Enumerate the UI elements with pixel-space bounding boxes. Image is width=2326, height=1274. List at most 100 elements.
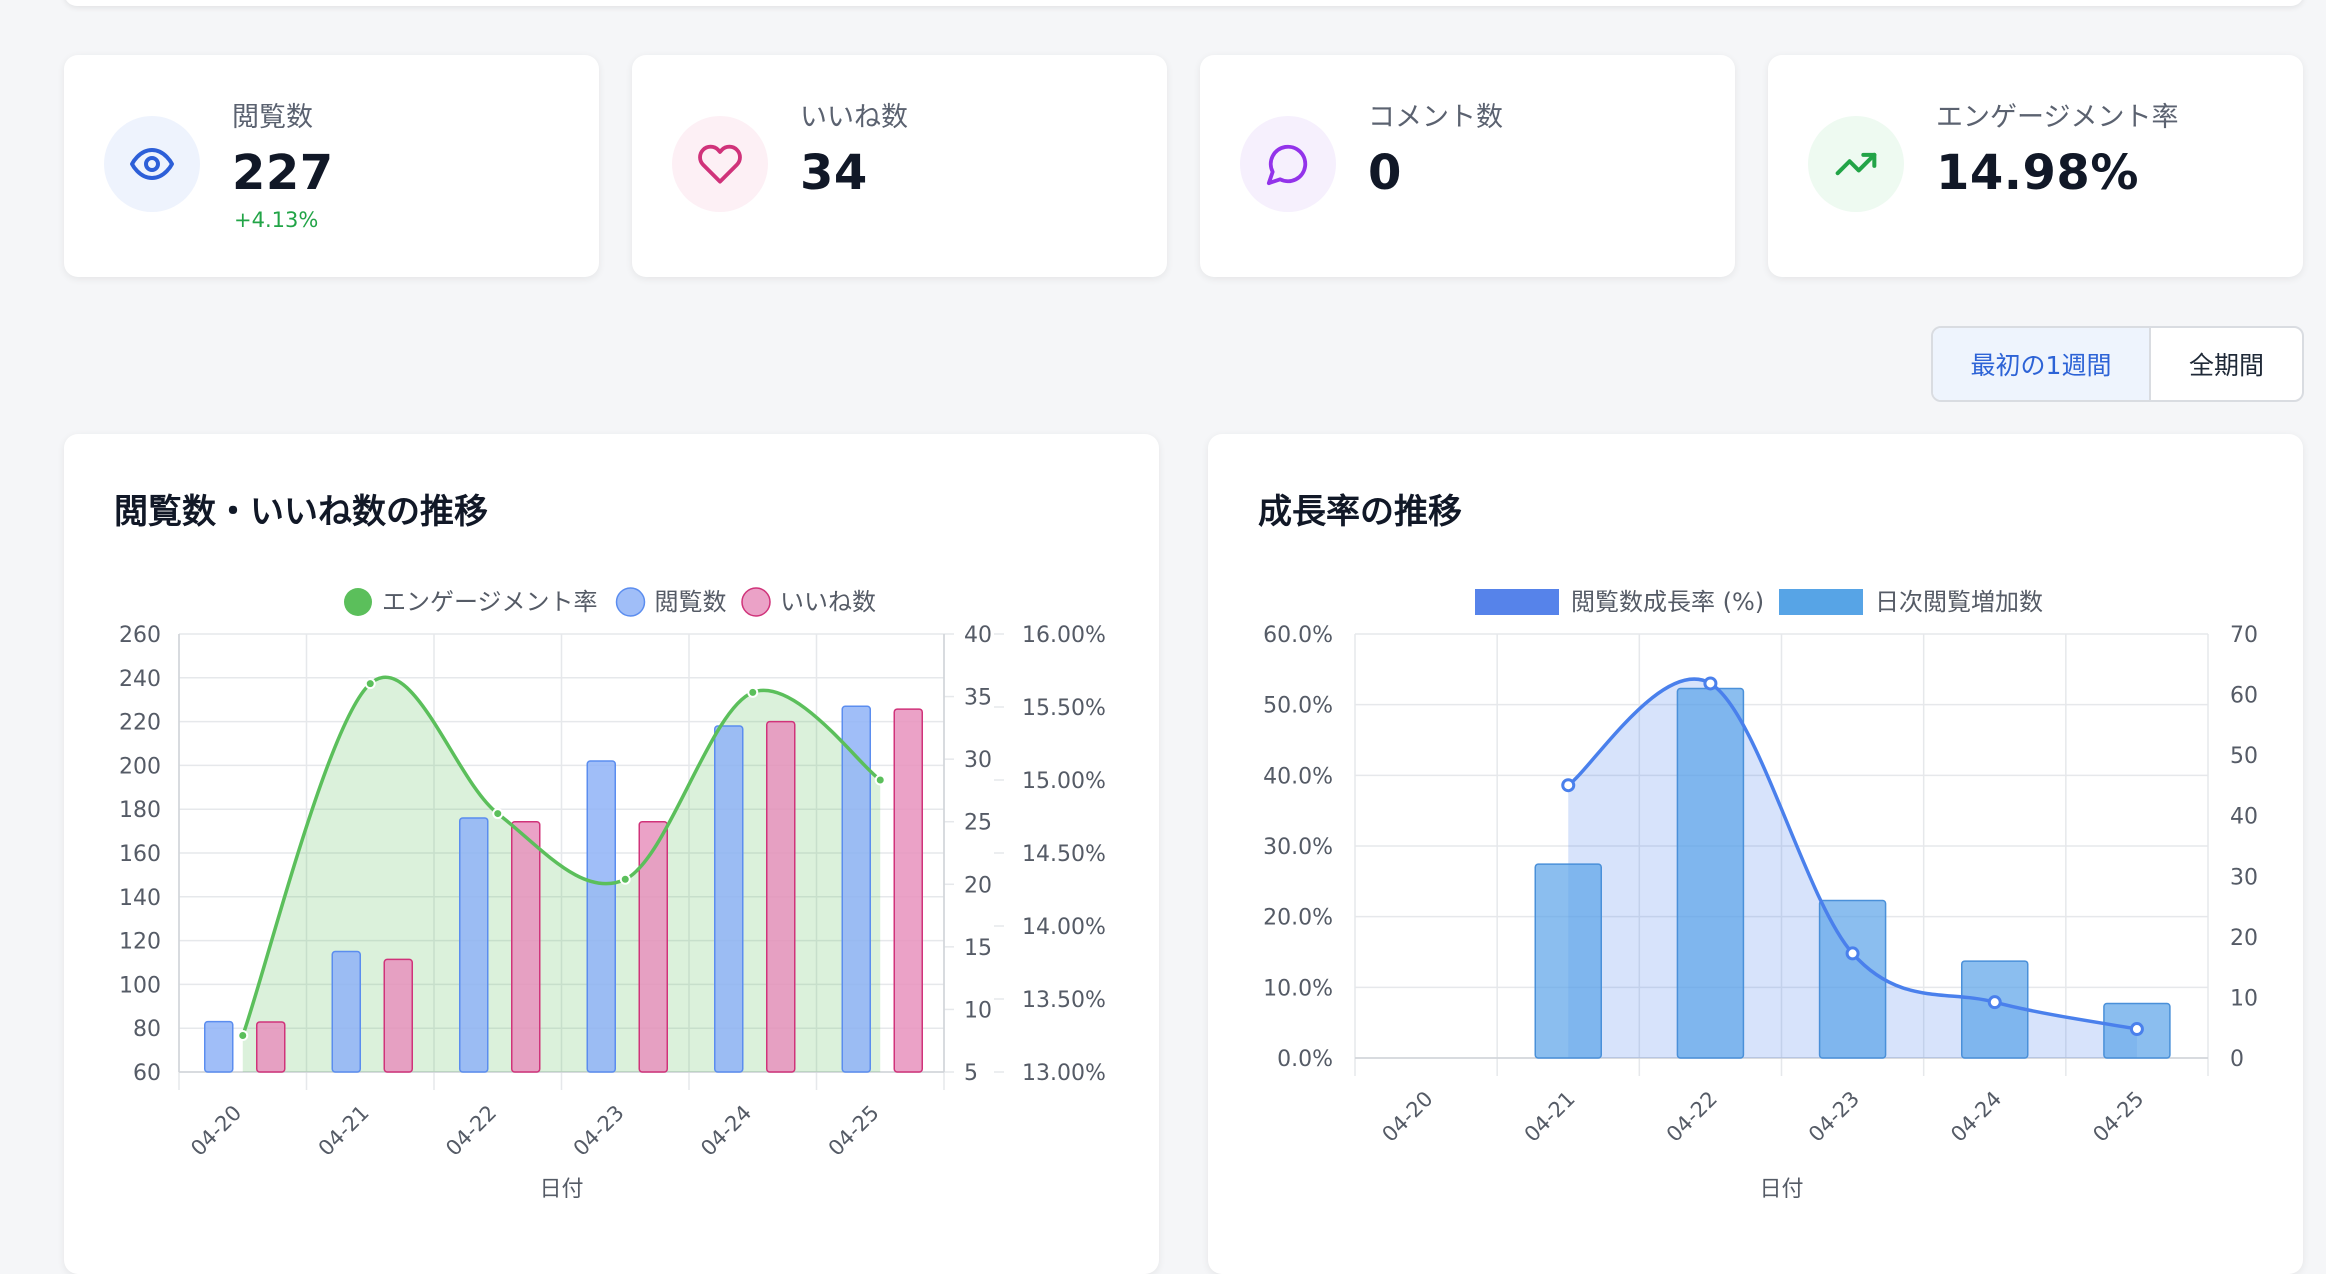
stat-value: 34 bbox=[800, 145, 868, 201]
legend-marker bbox=[741, 587, 771, 617]
y-tick-left: 260 bbox=[119, 623, 161, 648]
daily-increase-bar bbox=[1961, 960, 2029, 1059]
y-tick-left: 100 bbox=[119, 973, 161, 998]
y-tick-right-percent: 16.00% bbox=[1022, 623, 1106, 648]
y-tick-left: 10.0% bbox=[1263, 976, 1333, 1001]
x-tick-label: 04-24 bbox=[1946, 1087, 2006, 1147]
y-tick-right: 40 bbox=[964, 623, 992, 648]
y-tick-right-percent: 15.50% bbox=[1022, 696, 1106, 721]
stat-card-comments: コメント数 0 bbox=[1200, 55, 1735, 277]
x-tick-label: 04-22 bbox=[441, 1101, 501, 1161]
y-tick-right: 40 bbox=[2230, 805, 2258, 830]
growth-point bbox=[1703, 676, 1718, 691]
y-tick-right: 25 bbox=[964, 811, 992, 836]
all-period-button[interactable]: 全期間 bbox=[2188, 351, 2264, 380]
y-tick-right-percent: 14.50% bbox=[1022, 842, 1106, 867]
growth-point bbox=[1845, 946, 1860, 961]
y-tick-right: 20 bbox=[964, 873, 992, 898]
growth-point bbox=[1987, 995, 2002, 1010]
legend-label: 閲覧数成長率 (%) bbox=[1571, 588, 1764, 616]
x-tick-label: 04-23 bbox=[569, 1101, 629, 1161]
y-tick-right: 50 bbox=[2230, 744, 2258, 769]
views-bar bbox=[459, 817, 489, 1073]
legend-label: いいね数 bbox=[780, 588, 876, 616]
x-tick-label: 04-25 bbox=[2088, 1087, 2148, 1147]
y-tick-right: 10 bbox=[964, 998, 992, 1023]
engagement-point bbox=[874, 774, 886, 786]
stat-label: コメント数 bbox=[1368, 102, 1503, 133]
growth-chart: 60.0% 50.0% 40.0% 30.0% 20.0% 10.0% 0.0% 70 60 50… bbox=[1263, 588, 2258, 1202]
growth-chart-card: 成長率の推移 60.0% 50.0% 40.0% 30.0% 20.0% 10.0% 0.0… bbox=[1208, 434, 2303, 1274]
x-axis-label: 日付 bbox=[1759, 1177, 1803, 1202]
y-tick-left: 0.0% bbox=[1277, 1047, 1333, 1072]
views-bar bbox=[841, 705, 871, 1073]
engagement-point bbox=[747, 686, 759, 698]
daily-increase-bar bbox=[1818, 899, 1887, 1059]
views-likes-chart: 260 240 220 200 180 160 140 120 100 80 60 40 35 30 25 2… bbox=[119, 587, 1106, 1202]
trending-up-icon bbox=[1808, 116, 1904, 212]
eye-icon bbox=[104, 116, 200, 212]
legend-label: 日次閲覧増加数 bbox=[1875, 588, 2043, 616]
likes-bar bbox=[383, 958, 413, 1073]
y-tick-right: 15 bbox=[964, 936, 992, 961]
y-tick-left: 220 bbox=[119, 711, 161, 736]
y-tick-right: 20 bbox=[2230, 926, 2258, 951]
y-tick-right: 30 bbox=[964, 748, 992, 773]
legend-marker bbox=[344, 588, 372, 616]
x-tick-label: 04-22 bbox=[1662, 1087, 1722, 1147]
likes-bar bbox=[511, 820, 541, 1073]
engagement-point bbox=[237, 1030, 249, 1041]
y-tick-right: 5 bbox=[964, 1061, 978, 1086]
first-week-button[interactable]: 最初の1週間 bbox=[1933, 328, 2151, 400]
stat-card-likes: いいね数 34 bbox=[632, 55, 1167, 277]
daily-increase-bar bbox=[1676, 687, 1745, 1059]
y-tick-left: 120 bbox=[119, 930, 161, 955]
x-tick-label: 04-23 bbox=[1804, 1087, 1864, 1147]
chat-bubble-icon bbox=[1240, 116, 1336, 212]
likes-bar bbox=[256, 1021, 286, 1073]
stat-value: 227 bbox=[232, 145, 334, 201]
views-bar bbox=[714, 725, 744, 1073]
views-bar bbox=[586, 760, 616, 1073]
y-tick-left: 180 bbox=[119, 798, 161, 823]
stat-card-engagement: エンゲージメント率 14.98% bbox=[1768, 55, 2303, 277]
y-tick-right: 70 bbox=[2230, 623, 2258, 648]
y-tick-left: 20.0% bbox=[1263, 906, 1333, 931]
engagement-point bbox=[364, 678, 376, 690]
x-tick-label: 04-21 bbox=[314, 1101, 374, 1161]
heart-icon bbox=[672, 116, 768, 212]
y-tick-left: 200 bbox=[119, 754, 161, 779]
views-bar bbox=[204, 1020, 234, 1073]
growth-point bbox=[1561, 778, 1576, 793]
legend-marker bbox=[1779, 589, 1863, 615]
likes-bar bbox=[893, 708, 923, 1073]
growth-line bbox=[1567, 677, 2138, 1031]
y-tick-left: 80 bbox=[133, 1017, 161, 1042]
likes-bar bbox=[766, 720, 796, 1073]
x-tick-label: 04-20 bbox=[1377, 1087, 1437, 1147]
stat-label: 閲覧数 bbox=[232, 102, 313, 133]
y-tick-left: 60.0% bbox=[1263, 623, 1333, 648]
daily-increase-bar bbox=[1534, 863, 1602, 1059]
x-tick-label: 04-20 bbox=[186, 1101, 246, 1161]
y-tick-left: 40.0% bbox=[1263, 764, 1333, 789]
y-tick-left: 240 bbox=[119, 667, 161, 692]
legend-label: 閲覧数 bbox=[655, 588, 727, 616]
y-tick-left: 50.0% bbox=[1263, 694, 1333, 719]
growth-point bbox=[2129, 1022, 2144, 1037]
stat-value: 14.98% bbox=[1936, 145, 2139, 201]
views-likes-chart-card: 閲覧数・いいね数の推移 260 240 220 200 180 160 140 120 100 8… bbox=[64, 434, 1159, 1274]
previous-card-edge bbox=[64, 0, 2304, 6]
chart-title: 成長率の推移 bbox=[1258, 492, 1462, 532]
y-tick-right: 0 bbox=[2230, 1047, 2244, 1072]
period-toggle: 最初の1週間 全期間 bbox=[1931, 326, 2304, 402]
legend-marker bbox=[1475, 589, 1559, 615]
x-tick-label: 04-24 bbox=[696, 1101, 756, 1161]
y-tick-right: 30 bbox=[2230, 865, 2258, 890]
y-tick-right: 60 bbox=[2230, 684, 2258, 709]
y-tick-left: 30.0% bbox=[1263, 835, 1333, 860]
y-tick-right-percent: 13.50% bbox=[1022, 988, 1106, 1013]
stat-label: いいね数 bbox=[800, 102, 908, 133]
views-bar bbox=[331, 950, 361, 1073]
engagement-point bbox=[619, 873, 631, 885]
